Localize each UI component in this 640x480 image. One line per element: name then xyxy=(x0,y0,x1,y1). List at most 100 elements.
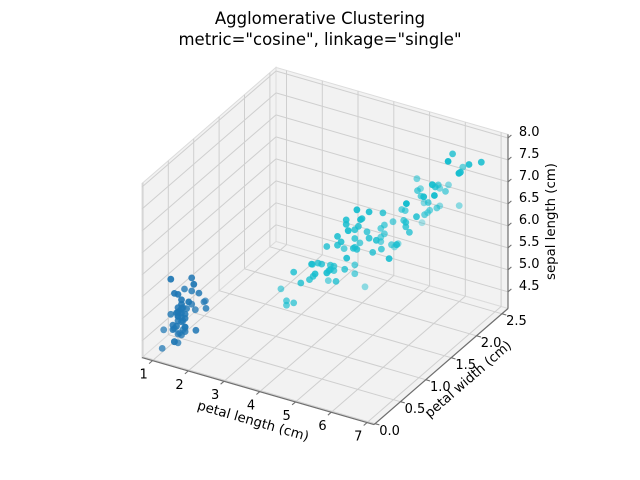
z-tick-label: 5.5 xyxy=(519,235,540,250)
z-tick xyxy=(507,178,512,183)
axis-lines xyxy=(141,134,509,426)
y-tick xyxy=(451,357,456,360)
data-point-cluster-1 xyxy=(385,255,393,262)
z-tick xyxy=(507,288,512,293)
z-tick-label: 8.0 xyxy=(519,125,540,140)
data-point-cluster-1 xyxy=(341,265,349,273)
data-point-cluster-0 xyxy=(158,345,166,352)
z-tick-label: 6.5 xyxy=(519,191,540,206)
data-point-cluster-1 xyxy=(389,218,397,226)
grid-line-z xyxy=(275,114,509,183)
chart-subtitle: metric="cosine", linkage="single" xyxy=(178,30,461,49)
data-point-cluster-1 xyxy=(420,193,428,201)
data-point-cluster-1 xyxy=(361,283,369,291)
data-point-cluster-0 xyxy=(173,309,180,317)
data-point-cluster-0 xyxy=(167,310,175,318)
data-point-cluster-1 xyxy=(402,219,410,226)
grid-line-z xyxy=(141,114,277,232)
data-point-cluster-1 xyxy=(290,299,298,307)
data-point-cluster-1 xyxy=(403,200,410,208)
y-tick-label: 0.0 xyxy=(379,424,400,439)
grid-line-x xyxy=(330,295,466,413)
data-point-cluster-1 xyxy=(277,285,285,293)
data-point-cluster-1 xyxy=(365,208,373,216)
y-tick-label: 1.0 xyxy=(430,380,451,395)
tick-labels: 1 2 3 4 5 6 7 0.0 0.5 1.0 1.5 2.0 2.5 4.5 5.0 5.5 6.0 6.5… xyxy=(140,125,540,444)
grid-line-z xyxy=(141,70,277,188)
data-point-cluster-0 xyxy=(181,285,188,293)
z-tick-label: 5.0 xyxy=(519,257,540,272)
z-tick xyxy=(507,222,512,227)
data-point-cluster-0 xyxy=(191,306,199,314)
data-point-cluster-0 xyxy=(200,298,208,306)
y-tick xyxy=(374,423,380,426)
z-tick-label: 7.5 xyxy=(519,147,540,162)
x-tick xyxy=(327,411,332,416)
data-point-cluster-1 xyxy=(372,236,380,244)
y-tick xyxy=(400,401,405,404)
data-point-cluster-1 xyxy=(465,161,473,168)
data-point-cluster-1 xyxy=(388,241,395,249)
data-point-cluster-1 xyxy=(426,206,434,214)
y-tick xyxy=(476,335,482,338)
data-point-cluster-1 xyxy=(455,169,463,177)
data-point-cluster-1 xyxy=(369,249,377,256)
data-point-cluster-1 xyxy=(381,230,388,238)
data-point-cluster-1 xyxy=(318,260,326,268)
data-point-cluster-1 xyxy=(363,228,371,236)
grid-line-z xyxy=(275,136,509,205)
data-point-cluster-1 xyxy=(351,270,359,278)
data-point-cluster-1 xyxy=(378,245,385,253)
data-point-cluster-0 xyxy=(190,280,198,288)
x-tick-label: 6 xyxy=(318,419,326,434)
grid-lines xyxy=(141,70,509,425)
tick-marks xyxy=(148,134,512,426)
data-point-cluster-1 xyxy=(442,188,449,195)
data-point-cluster-1 xyxy=(351,261,359,269)
data-point-cluster-0 xyxy=(188,287,196,295)
y-tick-label: 2.5 xyxy=(506,314,527,329)
grid-line-x xyxy=(187,254,323,372)
grid-line-z xyxy=(141,224,277,342)
data-point-cluster-1 xyxy=(334,233,341,240)
y-tick-label: 0.5 xyxy=(405,402,426,417)
grid-line-z xyxy=(141,180,277,298)
data-point-cluster-1 xyxy=(365,234,373,242)
data-point-cluster-1 xyxy=(413,213,420,221)
z-tick-label: 6.0 xyxy=(519,213,540,228)
grid-line-z xyxy=(275,70,509,139)
x-tick-label: 7 xyxy=(354,429,362,444)
y-axis-line xyxy=(373,308,509,426)
grid-line-y xyxy=(142,356,376,425)
data-point-cluster-1 xyxy=(431,192,438,199)
data-point-cluster-1 xyxy=(297,279,305,287)
y-tick-label: 1.5 xyxy=(455,358,476,373)
grid-line-z xyxy=(275,180,509,249)
data-point-cluster-1 xyxy=(311,270,319,278)
data-point-cluster-1 xyxy=(444,158,452,165)
grid-line-y xyxy=(244,268,477,337)
z-tick xyxy=(507,200,512,205)
data-point-cluster-1 xyxy=(308,260,315,268)
x-axis-line xyxy=(141,357,375,426)
data-point-cluster-0 xyxy=(181,323,189,331)
data-point-cluster-1 xyxy=(433,204,441,212)
z-tick-label: 7.0 xyxy=(519,169,540,184)
x-tick xyxy=(184,370,189,375)
data-point-cluster-1 xyxy=(353,245,361,253)
data-point-cluster-1 xyxy=(356,239,364,247)
data-point-cluster-1 xyxy=(344,227,352,235)
data-point-cluster-1 xyxy=(283,297,290,305)
data-point-cluster-1 xyxy=(324,277,332,284)
z-axis-label: sepal length (cm) xyxy=(544,163,559,280)
grid-line-x xyxy=(295,285,430,403)
y-tick xyxy=(425,379,431,382)
data-point-cluster-1 xyxy=(357,216,364,224)
data-point-cluster-0 xyxy=(167,275,175,283)
grid-line-z xyxy=(141,92,277,210)
scatter-points xyxy=(158,150,485,352)
data-point-cluster-0 xyxy=(160,326,168,334)
data-point-cluster-0 xyxy=(195,289,203,297)
